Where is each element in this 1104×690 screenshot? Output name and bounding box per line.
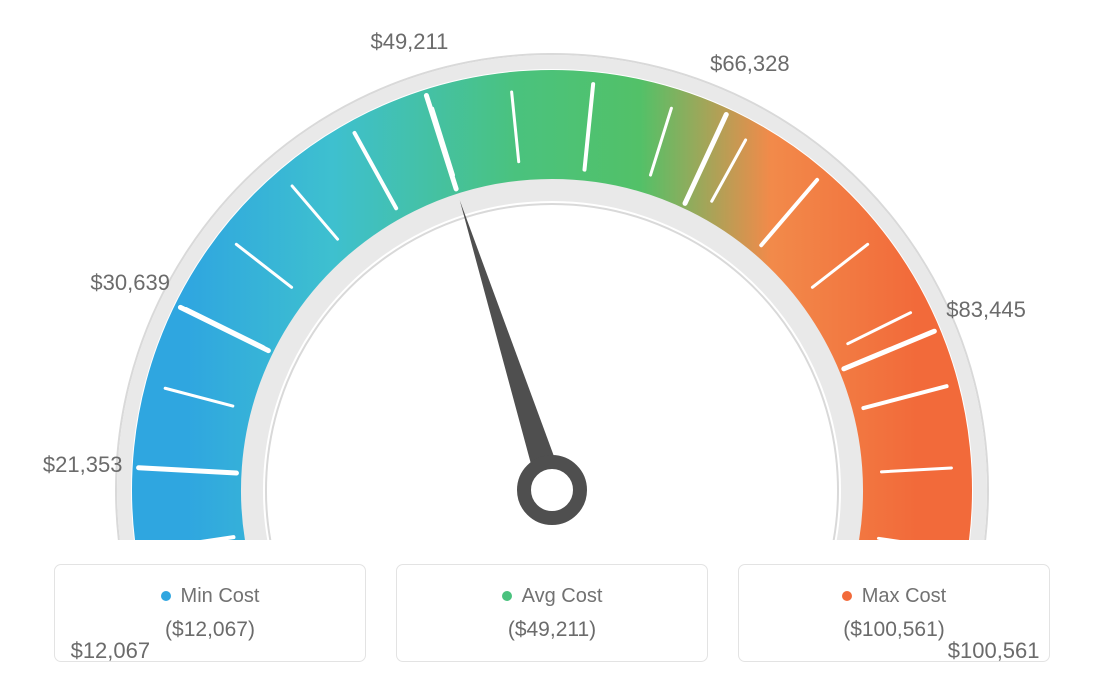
gauge-tick-label: $30,639 xyxy=(90,270,170,296)
legend-top-min: Min Cost xyxy=(161,585,260,608)
legend-row: Min Cost ($12,067) Avg Cost ($49,211) Ma… xyxy=(0,564,1104,662)
gauge-tick-label: $83,445 xyxy=(946,297,1026,323)
legend-value: ($49,211) xyxy=(508,618,596,642)
legend-top-max: Max Cost xyxy=(842,585,946,608)
dot-icon xyxy=(842,591,852,601)
legend-card-min: Min Cost ($12,067) xyxy=(54,564,366,662)
legend-value: ($12,067) xyxy=(165,618,255,642)
cost-gauge-widget: $12,067$21,353$30,639$49,211$66,328$83,4… xyxy=(0,0,1104,690)
legend-value: ($100,561) xyxy=(843,618,945,642)
gauge-area: $12,067$21,353$30,639$49,211$66,328$83,4… xyxy=(0,0,1104,540)
legend-top-avg: Avg Cost xyxy=(502,585,603,608)
gauge-tick-label: $21,353 xyxy=(43,452,123,478)
legend-card-avg: Avg Cost ($49,211) xyxy=(396,564,708,662)
legend-label: Avg Cost xyxy=(522,585,603,608)
gauge-tick-label: $66,328 xyxy=(710,51,790,77)
legend-label: Min Cost xyxy=(181,585,260,608)
dot-icon xyxy=(161,591,171,601)
legend-label: Max Cost xyxy=(862,585,946,608)
legend-card-max: Max Cost ($100,561) xyxy=(738,564,1050,662)
dot-icon xyxy=(502,591,512,601)
gauge-tick-label: $49,211 xyxy=(370,29,448,55)
